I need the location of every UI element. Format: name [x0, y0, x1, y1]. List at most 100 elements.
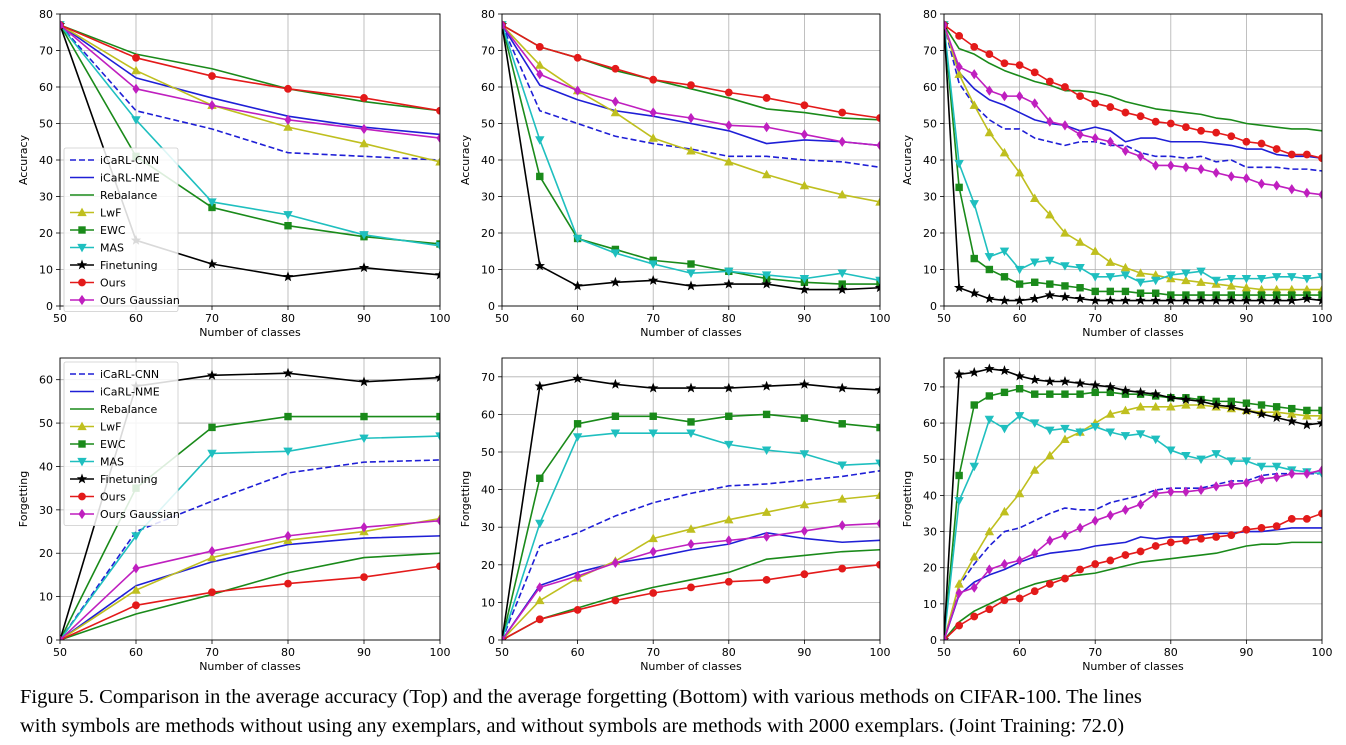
- data-point-lwf: [1302, 411, 1312, 420]
- data-point-ours-gaussian: [1212, 481, 1220, 492]
- data-point-mas: [610, 249, 621, 258]
- legend-label-ours-gaussian: Ours Gaussian: [100, 294, 180, 307]
- data-point-ours: [208, 588, 216, 597]
- data-point-mas: [648, 260, 658, 269]
- series-line-mas: [60, 435, 440, 640]
- data-point-mas: [1166, 446, 1176, 456]
- data-point-finetuning: [1286, 295, 1297, 305]
- series-line-mas: [502, 432, 880, 640]
- data-point-ours-gaussian: [1106, 510, 1114, 521]
- y-tick-label: 0: [488, 634, 495, 647]
- plot-frame: [943, 357, 1323, 641]
- legend-marker-ewc: [78, 226, 86, 234]
- data-point-ours-gaussian: [1303, 468, 1311, 479]
- data-point-mas: [1075, 264, 1085, 273]
- data-point-ours-gaussian: [1152, 488, 1160, 499]
- data-point-ours-gaussian: [536, 69, 544, 80]
- data-point-ours-gaussian: [1167, 486, 1175, 497]
- data-point-finetuning: [1135, 386, 1146, 397]
- x-tick-label: 50: [53, 646, 67, 659]
- data-point-ours: [1227, 132, 1236, 141]
- caption-line-2: with symbols are methods without using a…: [20, 715, 1125, 737]
- data-point-ours-gaussian: [1257, 178, 1266, 189]
- data-point-ours: [1106, 103, 1115, 111]
- data-point-ours-gaussian: [970, 69, 978, 80]
- data-point-finetuning: [1180, 394, 1192, 405]
- data-point-mas: [1060, 424, 1070, 434]
- data-point-finetuning: [206, 258, 218, 269]
- data-point-lwf: [207, 552, 217, 562]
- x-tick-label: 50: [495, 646, 509, 659]
- data-point-finetuning: [1165, 392, 1176, 403]
- data-point-lwf: [1105, 257, 1116, 266]
- data-point-ours-gaussian: [1318, 189, 1322, 200]
- data-point-mas: [1241, 457, 1252, 466]
- series-line-lwf: [944, 24, 1322, 291]
- data-point-finetuning: [953, 282, 965, 293]
- series-line-finetuning: [944, 24, 1322, 302]
- y-tick-label: 0: [930, 300, 937, 313]
- data-point-lwf: [686, 146, 696, 155]
- data-point-ours-gaussian: [1031, 98, 1039, 109]
- data-point-finetuning: [969, 366, 980, 377]
- data-point-mas: [435, 242, 440, 251]
- series-group: [944, 19, 1322, 305]
- data-point-ours: [1121, 551, 1130, 559]
- data-point-ewc: [1031, 278, 1039, 286]
- data-point-ewc: [1106, 287, 1115, 296]
- data-point-ours-gaussian: [1257, 473, 1266, 485]
- data-point-mas: [1226, 274, 1236, 284]
- chart-panel-4: 50 60 70 80 90 100 0 10 20 30 40 50 60 Number of clas…: [17, 357, 451, 673]
- data-point-ours-gaussian: [1031, 548, 1039, 559]
- data-point-ours-gaussian: [436, 515, 440, 526]
- data-point-mas: [686, 429, 696, 439]
- data-point-ours-gaussian: [1016, 555, 1024, 566]
- data-point-lwf: [984, 526, 995, 536]
- data-point-finetuning: [1286, 415, 1297, 426]
- data-point-ewc: [955, 183, 963, 192]
- y-axis-label: Forgetting: [459, 471, 472, 527]
- data-point-ours-gaussian: [800, 129, 808, 140]
- y-tick-label: 70: [481, 371, 495, 384]
- series-line-icarl-cnn: [944, 472, 1322, 640]
- data-point-ewc: [970, 401, 978, 409]
- x-tick-label: 80: [1164, 646, 1178, 659]
- data-point-ours-gaussian: [1046, 116, 1054, 127]
- legend: iCaRL-CNN iCaRL-NME Rebalance LwF EWC MAS Fine…: [63, 147, 180, 312]
- data-point-lwf: [1135, 401, 1146, 411]
- data-point-ours: [724, 88, 733, 97]
- data-point-ours: [762, 94, 771, 102]
- data-point-finetuning: [1074, 293, 1086, 304]
- y-tick-label: 80: [923, 8, 937, 21]
- data-point-finetuning: [282, 367, 294, 378]
- data-point-ours: [1091, 560, 1100, 568]
- y-axis-label: Accuracy: [459, 134, 472, 185]
- x-tick-label: 70: [646, 646, 660, 659]
- series-group: [502, 373, 880, 640]
- data-point-lwf: [131, 585, 141, 594]
- data-point-ours-gaussian: [1121, 145, 1130, 157]
- data-point-mas: [1135, 430, 1146, 439]
- x-tick-label: 90: [357, 646, 371, 659]
- data-point-ewc: [1031, 390, 1039, 398]
- series-line-icarl-cnn: [502, 470, 880, 640]
- data-point-finetuning: [1135, 295, 1146, 305]
- y-tick-label: 10: [923, 264, 937, 277]
- data-point-ours: [1000, 596, 1009, 605]
- data-point-finetuning: [1029, 374, 1040, 385]
- data-point-finetuning: [434, 372, 440, 382]
- y-tick-label: 20: [39, 547, 53, 560]
- data-point-lwf: [1166, 401, 1176, 411]
- data-point-mas: [1196, 267, 1206, 277]
- x-axis-label: Number of classes: [640, 326, 742, 339]
- data-point-ours: [1287, 514, 1296, 523]
- data-point-lwf: [131, 65, 141, 75]
- data-point-lwf: [535, 595, 545, 605]
- data-point-mas: [1030, 419, 1040, 428]
- legend-marker-ours-gaussian: [78, 294, 86, 306]
- data-point-finetuning: [1074, 377, 1086, 388]
- x-tick-label: 60: [129, 312, 143, 325]
- data-point-mas: [283, 211, 293, 220]
- legend-label-ewc: EWC: [100, 438, 126, 451]
- data-point-lwf: [435, 157, 440, 166]
